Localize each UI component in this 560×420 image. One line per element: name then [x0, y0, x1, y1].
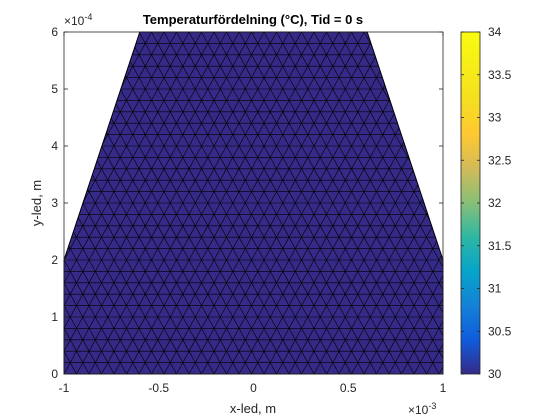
y-tick-label: 4	[51, 139, 58, 153]
y-axis-label: y-led, m	[29, 180, 44, 226]
x-axis-exponent: ×10-3	[408, 401, 436, 417]
y-tick-label: 5	[51, 82, 58, 96]
colorbar-tick-label: 33.5	[488, 68, 512, 82]
y-tick-label: 1	[51, 310, 58, 324]
y-axis-ticks: 0 1 2 3 4 5 6	[51, 25, 443, 381]
x-axis-label: x-led, m	[230, 401, 276, 416]
y-tick-label: 3	[51, 196, 58, 210]
y-tick-label: 6	[51, 25, 58, 39]
y-tick-label: 2	[51, 253, 58, 267]
x-axis-ticks: -1 -0.5 0 0.5 1	[59, 32, 447, 395]
colorbar-tick-label: 30.5	[488, 324, 512, 338]
colorbar-tick-label: 31	[488, 282, 502, 296]
colorbar-tick-label: 34	[488, 25, 502, 39]
x-tick-label: 0.5	[340, 381, 357, 395]
colorbar-tick-label: 32	[488, 196, 502, 210]
colorbar-ticks: 30 30.5 31 31.5 32 32.5 33 33.5 34	[461, 25, 512, 381]
y-axis-exponent: ×10-4	[64, 12, 92, 28]
colorbar-tick-label: 32.5	[488, 153, 512, 167]
chart-title: Temperaturfördelning (°C), Tid = 0 s	[143, 12, 363, 27]
y-tick-label: 0	[51, 367, 58, 381]
colorbar-tick-label: 33	[488, 111, 502, 125]
colorbar-tick-label: 31.5	[488, 239, 512, 253]
x-tick-label: -0.5	[148, 381, 169, 395]
x-tick-label: 0	[250, 381, 257, 395]
x-tick-label: -1	[59, 381, 70, 395]
x-tick-label: 1	[440, 381, 447, 395]
colorbar-tick-label: 30	[488, 367, 502, 381]
